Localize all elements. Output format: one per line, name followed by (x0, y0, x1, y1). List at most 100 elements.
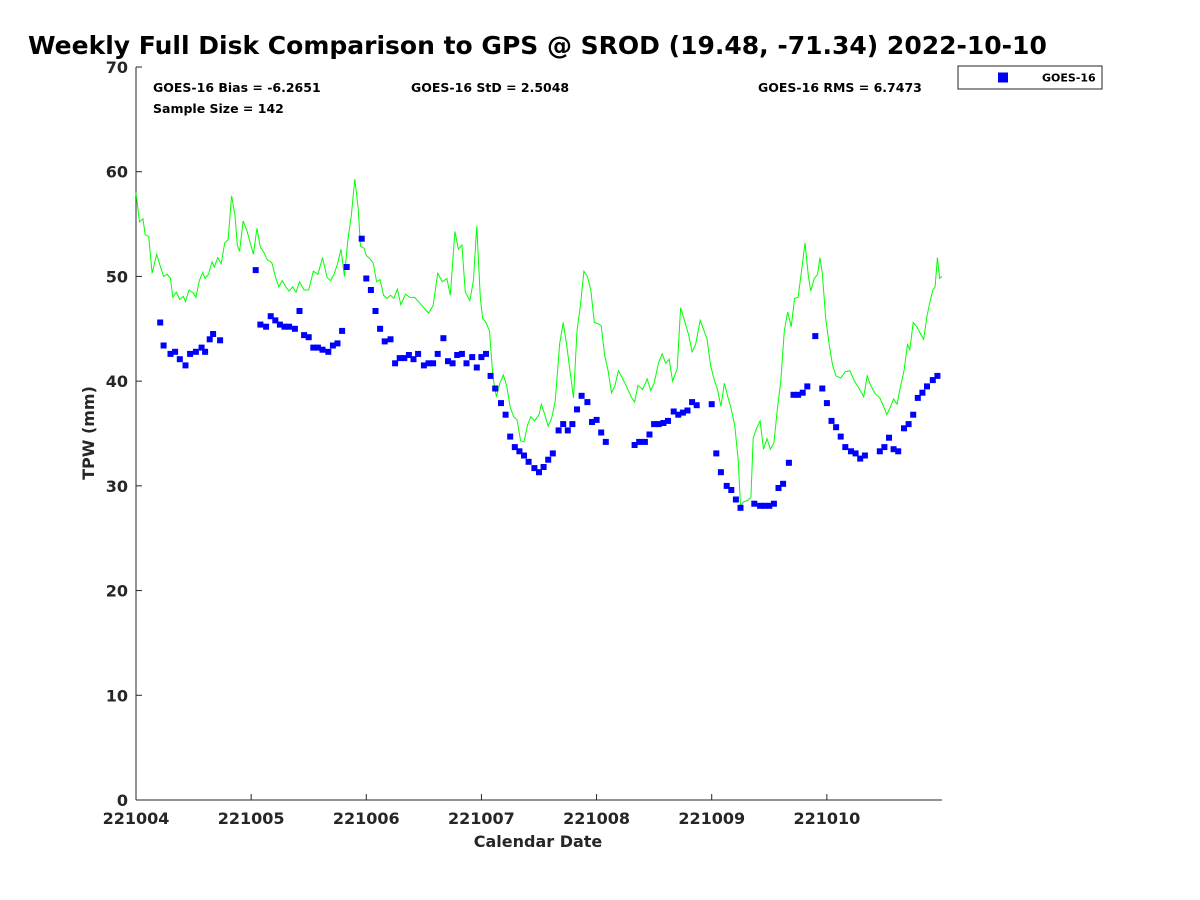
y-tick-label: 60 (106, 163, 128, 182)
data-point-goes16 (291, 325, 298, 332)
data-point-goes16 (449, 360, 456, 367)
data-point-goes16 (675, 411, 682, 418)
x-tick-label: 221010 (793, 809, 860, 828)
data-point-goes16 (689, 399, 696, 406)
data-point-goes16 (377, 325, 384, 332)
data-point-goes16 (660, 420, 667, 426)
legend-label-goes16: GOES-16 (1042, 72, 1096, 85)
data-point-goes16 (670, 408, 677, 415)
data-point-goes16 (910, 411, 917, 418)
y-tick-label: 40 (106, 372, 128, 391)
data-point-goes16 (780, 480, 787, 487)
x-tick-label: 221009 (678, 809, 745, 828)
x-tick-label: 221004 (103, 809, 170, 828)
data-point-goes16 (430, 360, 437, 367)
data-point-goes16 (157, 319, 164, 326)
stat-std: GOES-16 StD = 2.5048 (411, 80, 569, 95)
data-point-goes16 (257, 321, 264, 328)
data-point-goes16 (415, 350, 422, 357)
data-point-goes16 (737, 504, 744, 511)
data-point-goes16 (665, 417, 671, 424)
data-point-goes16 (757, 502, 764, 509)
y-axis-label: TPW (mm) (79, 386, 98, 480)
data-point-goes16 (914, 394, 921, 401)
data-point-goes16 (502, 411, 509, 418)
data-point-goes16 (410, 356, 417, 363)
data-point-goes16 (895, 448, 902, 455)
data-point-goes16 (790, 391, 797, 398)
y-tick-label: 10 (106, 686, 128, 705)
data-point-goes16 (381, 338, 388, 345)
data-point-goes16 (182, 362, 189, 369)
data-point-goes16 (631, 442, 638, 448)
data-point-goes16 (396, 355, 403, 362)
data-point-goes16 (392, 360, 399, 367)
data-point-goes16 (641, 438, 648, 445)
series-goes16-points (157, 235, 941, 511)
data-point-goes16 (401, 355, 408, 362)
data-point-goes16 (339, 327, 346, 334)
data-point-goes16 (325, 348, 332, 355)
data-point-goes16 (473, 364, 480, 371)
data-point-goes16 (192, 348, 199, 355)
x-tick-label: 221008 (563, 809, 630, 828)
data-point-goes16 (172, 348, 179, 355)
data-point-goes16 (334, 340, 341, 347)
data-point-goes16 (160, 342, 167, 349)
data-point-goes16 (252, 267, 259, 274)
data-point-goes16 (723, 482, 730, 489)
data-point-goes16 (525, 458, 532, 465)
legend-marker-goes16 (998, 72, 1008, 83)
data-point-goes16 (420, 362, 427, 369)
data-point-goes16 (861, 452, 868, 459)
data-point-goes16 (708, 401, 715, 408)
data-point-goes16 (804, 383, 811, 390)
data-point-goes16 (301, 332, 308, 339)
data-point-goes16 (367, 287, 374, 293)
data-point-goes16 (310, 344, 317, 351)
data-point-goes16 (795, 391, 802, 398)
y-tick-label: 0 (117, 791, 128, 810)
data-point-goes16 (521, 452, 527, 459)
data-point-goes16 (358, 235, 365, 242)
data-point-goes16 (483, 350, 489, 357)
data-point-goes16 (445, 358, 451, 365)
data-point-goes16 (919, 389, 926, 396)
data-point-goes16 (343, 264, 350, 270)
data-point-goes16 (852, 450, 859, 457)
data-point-goes16 (198, 344, 205, 351)
data-point-goes16 (717, 469, 724, 476)
stat-rms: GOES-16 RMS = 6.7473 (758, 80, 922, 95)
data-point-goes16 (842, 444, 849, 451)
data-point-goes16 (761, 502, 768, 509)
data-point-goes16 (881, 444, 888, 451)
data-point-goes16 (405, 352, 412, 358)
chart-title: Weekly Full Disk Comparison to GPS @ SRO… (28, 31, 1047, 60)
data-point-goes16 (799, 389, 806, 396)
y-tick-label: 70 (106, 58, 128, 77)
data-point-goes16 (296, 308, 303, 314)
data-point-goes16 (440, 335, 447, 342)
data-point-goes16 (901, 425, 907, 432)
data-point-goes16 (598, 429, 605, 436)
data-point-goes16 (498, 400, 504, 407)
data-point-goes16 (785, 459, 792, 466)
data-point-goes16 (775, 485, 782, 491)
data-point-goes16 (425, 360, 432, 367)
data-point-goes16 (516, 448, 523, 455)
axes (135, 67, 942, 801)
data-point-goes16 (684, 407, 691, 414)
legend-box (957, 65, 1103, 90)
y-tick-label: 20 (106, 582, 128, 601)
data-point-goes16 (560, 421, 567, 428)
data-point-goes16 (469, 354, 476, 361)
y-tick-label: 50 (106, 267, 128, 286)
data-point-goes16 (812, 333, 819, 340)
data-point-goes16 (574, 406, 580, 413)
data-point-goes16 (886, 434, 892, 441)
data-point-goes16 (651, 421, 658, 428)
data-point-goes16 (569, 421, 576, 428)
data-point-goes16 (555, 427, 562, 434)
data-point-goes16 (679, 409, 686, 416)
